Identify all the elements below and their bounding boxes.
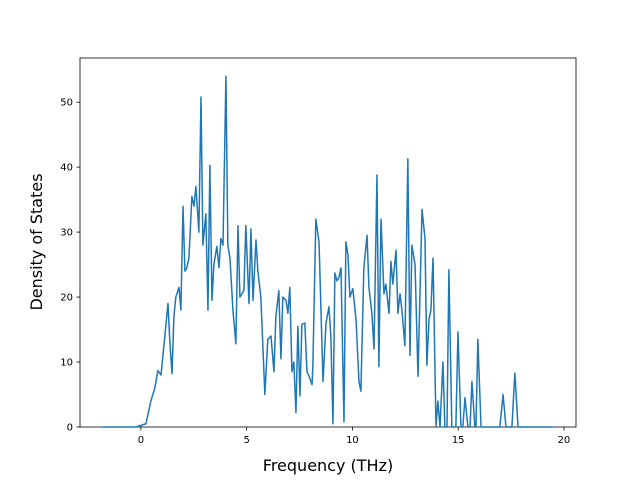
y-tick-label: 10: [60, 358, 73, 369]
x-axis-label: Frequency (THz): [263, 456, 393, 475]
x-tick-label: 10: [346, 435, 359, 446]
y-axis-label: Density of States: [27, 173, 46, 310]
x-tick-label: 0: [138, 435, 144, 446]
y-tick-label: 30: [60, 228, 73, 239]
y-tick-label: 40: [60, 163, 73, 174]
plot-frame: [79, 57, 577, 428]
x-tick-label: 20: [558, 435, 571, 446]
y-tick-label: 0: [67, 423, 73, 434]
x-tick-label: 5: [243, 435, 249, 446]
y-tick-label: 20: [60, 293, 73, 304]
x-tick-label: 15: [452, 435, 465, 446]
dos-line: [102, 75, 553, 428]
y-tick-label: 50: [60, 98, 73, 109]
